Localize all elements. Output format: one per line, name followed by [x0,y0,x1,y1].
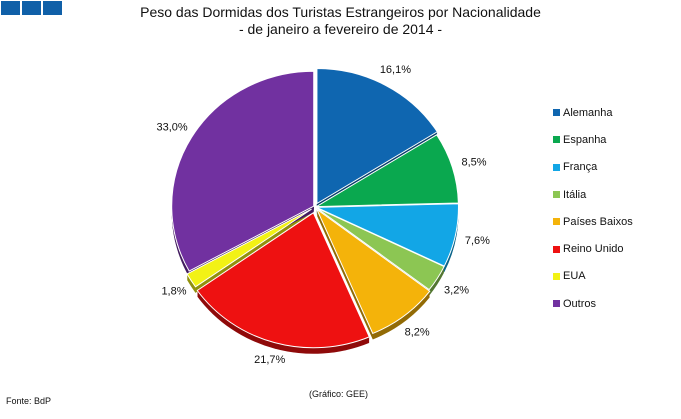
pie-slice-frança[interactable] [316,203,459,267]
legend-swatch [553,136,560,144]
chart-title: Peso das Dormidas dos Turistas Estrangei… [0,4,681,38]
data-label: 8,5% [461,156,486,168]
legend-swatch [553,300,560,308]
data-label: 33,0% [156,121,187,133]
legend-label: Espanha [563,133,607,146]
legend-swatch [553,218,560,226]
data-label: 3,2% [444,285,469,297]
pie-slice-alemanha[interactable] [316,67,438,205]
data-label: 7,6% [465,235,490,247]
legend-swatch [553,109,560,117]
legend-swatch [553,191,560,199]
legend-item: Itália [553,181,633,208]
legend-label: Reino Unido [563,243,624,256]
legend-label: França [563,161,598,174]
subtitle-line: - de janeiro a fevereiro de 2014 - [238,21,443,37]
credit-note: (Gráfico: GEE) [309,389,369,399]
legend: Alemanha Espanha França Itália Países Baixos… [553,99,633,317]
pie-slice-outros[interactable] [171,70,315,272]
legend-item: EUA [553,263,633,290]
pie-slice-itália[interactable] [315,207,445,291]
pie-slice-eua[interactable] [186,208,312,288]
legend-label: Alemanha [563,106,613,119]
data-label: 21,7% [254,354,285,366]
data-label: 16,1% [380,64,411,76]
pie-slice-reino-unido[interactable] [196,212,370,349]
legend-swatch [553,272,560,280]
legend-label: Outros [563,297,597,310]
legend-label: EUA [563,270,586,283]
logo [1,1,62,15]
legend-swatch [553,163,560,171]
legend-item: França [553,154,633,181]
legend-item: Países Baixos [553,208,633,235]
pie-slice-espanha[interactable] [314,134,459,208]
legend-label: Itália [563,188,587,201]
legend-swatch [553,245,560,253]
data-label: 1,8% [161,286,186,298]
legend-item: Reino Unido [553,235,633,262]
legend-item: Alemanha [553,99,633,126]
title-line: Peso das Dormidas dos Turistas Estrangei… [140,4,541,20]
pie-slice-países-baixos[interactable] [315,207,431,335]
source-note: Fonte: BdP [6,396,52,406]
legend-label: Países Baixos [563,215,633,228]
data-label: 8,2% [405,327,430,339]
legend-item: Espanha [553,126,633,153]
legend-item: Outros [553,290,633,317]
